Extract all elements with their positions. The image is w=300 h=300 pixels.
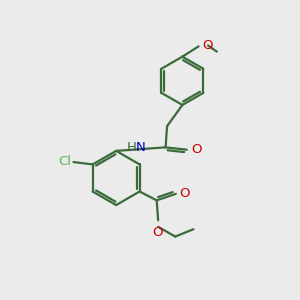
Text: Cl: Cl	[58, 155, 71, 168]
Text: O: O	[152, 226, 163, 239]
Text: O: O	[179, 187, 190, 200]
Text: O: O	[191, 143, 201, 156]
Text: H: H	[127, 141, 137, 154]
Text: N: N	[136, 141, 146, 154]
Text: O: O	[202, 39, 213, 52]
